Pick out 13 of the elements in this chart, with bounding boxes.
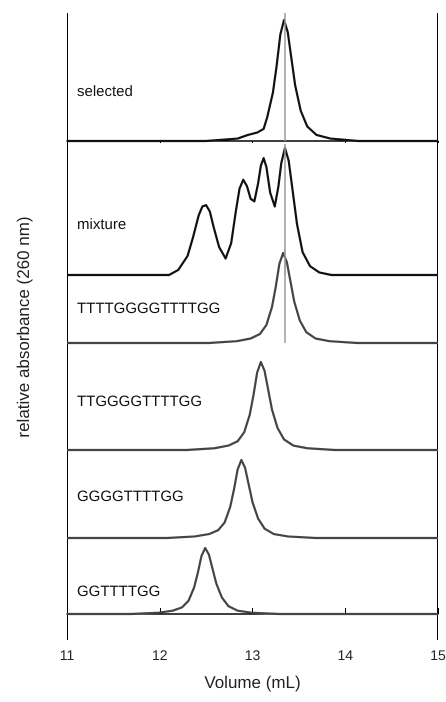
x-tick-label: 11 [60,647,74,663]
x-tick-label: 12 [152,647,168,663]
annotation: mixture [77,216,126,233]
annotation: TTGGGGTTTTGG [77,393,202,410]
annotation: TTTTGGGGTTTTGG [77,300,220,317]
x-tick-label: 13 [244,647,260,663]
y-axis-title: relative absorbance (260 nm) [14,216,34,438]
x-tick-label: 14 [337,647,354,663]
annotation: GGTTTTGG [77,583,160,600]
x-axis-title: Volume (mL) [204,673,301,692]
annotation: selected [77,83,133,100]
x-tick-label: 15 [430,647,446,663]
annotation: GGGGTTTTGG [77,488,184,505]
